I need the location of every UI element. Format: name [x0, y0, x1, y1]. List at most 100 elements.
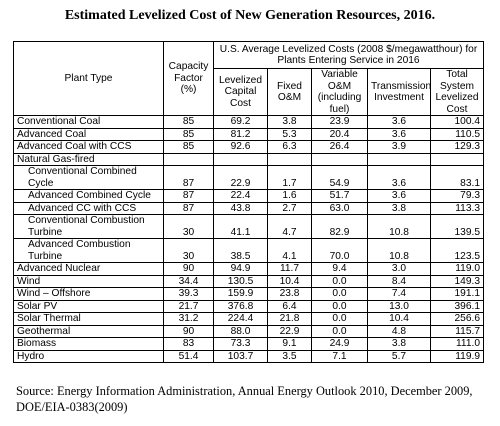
- capacity-factor: 30: [163, 214, 214, 239]
- table-row: Solar Thermal 31.2 224.4 21.8 0.0 10.4 2…: [13, 312, 484, 326]
- table-row: Advanced Combustion Turbine 30 38.5 4.1 …: [13, 238, 484, 263]
- table-row: Advanced Combined Cycle 87 22.4 1.6 51.7…: [13, 189, 484, 203]
- transmission: [367, 152, 431, 166]
- page-title: Estimated Levelized Cost of New Generati…: [64, 8, 436, 23]
- capacity-factor: 90: [163, 262, 214, 276]
- capital-cost: 88.0: [213, 324, 268, 338]
- fixed-om: 1.7: [267, 165, 312, 190]
- capital-cost: 43.8: [213, 201, 268, 215]
- capacity-factor: 85: [163, 127, 214, 141]
- variable-om: 0.0: [311, 299, 368, 313]
- table-row: Hydro 51.4 103.7 3.5 7.1 5.7 119.9: [13, 349, 484, 363]
- fixed-om: 2.7: [267, 201, 312, 215]
- header-variable-om: Variable O&M (including fuel): [311, 68, 368, 116]
- capacity-factor: 39.3: [163, 287, 214, 301]
- header-capacity-factor: Capacity Factor (%): [163, 41, 214, 116]
- capacity-factor: 51.4: [163, 349, 214, 363]
- capital-cost: [213, 152, 268, 166]
- transmission: 3.6: [367, 127, 431, 141]
- capital-cost: 41.1: [213, 214, 268, 239]
- header-fixed-om: Fixed O&M: [267, 68, 312, 116]
- total-cost: [430, 152, 484, 166]
- total-cost: 191.1: [430, 287, 484, 301]
- table-row: Advanced CC with CCS 87 43.8 2.7 63.0 3.…: [13, 201, 484, 215]
- table-row: Advanced Coal with CCS 85 92.6 6.3 26.4 …: [13, 140, 484, 154]
- variable-om: 54.9: [311, 165, 368, 190]
- capital-cost: 159.9: [213, 287, 268, 301]
- total-cost: 129.3: [430, 140, 484, 154]
- transmission: 3.8: [367, 201, 431, 215]
- variable-om: 0.0: [311, 274, 368, 288]
- table-row: Advanced Coal 85 81.2 5.3 20.4 3.6 110.5: [13, 127, 484, 141]
- plant-name: Advanced Coal with CCS: [13, 140, 164, 154]
- fixed-om: [267, 152, 312, 166]
- variable-om: 51.7: [311, 189, 368, 203]
- fixed-om: 5.3: [267, 127, 312, 141]
- transmission: 13.0: [367, 299, 431, 313]
- plant-name: Biomass: [13, 337, 164, 351]
- fixed-om: 6.3: [267, 140, 312, 154]
- total-cost: 396.1: [430, 299, 484, 313]
- fixed-om: 11.7: [267, 262, 312, 276]
- fixed-om: 3.8: [267, 115, 312, 129]
- table-row: Natural Gas-fired: [13, 152, 484, 166]
- transmission: 5.7: [367, 349, 431, 363]
- variable-om: 20.4: [311, 127, 368, 141]
- capacity-factor: 87: [163, 201, 214, 215]
- plant-name: Advanced CC with CCS: [13, 201, 164, 215]
- table-row: Solar PV 21.7 376.8 6.4 0.0 13.0 396.1: [13, 299, 484, 313]
- transmission: 3.6: [367, 115, 431, 129]
- plant-name: Conventional Coal: [13, 115, 164, 129]
- total-cost: 256.6: [430, 312, 484, 326]
- capital-cost: 130.5: [213, 274, 268, 288]
- fixed-om: 1.6: [267, 189, 312, 203]
- capacity-factor: 87: [163, 165, 214, 190]
- plant-name: Conventional Combustion Turbine: [13, 214, 164, 239]
- total-cost: 79.3: [430, 189, 484, 203]
- total-cost: 115.7: [430, 324, 484, 338]
- transmission: 3.9: [367, 140, 431, 154]
- transmission: 10.4: [367, 312, 431, 326]
- capacity-factor: 87: [163, 189, 214, 203]
- transmission: 3.0: [367, 262, 431, 276]
- table-row: Geothermal 90 88.0 22.9 0.0 4.8 115.7: [13, 324, 484, 338]
- capital-cost: 73.3: [213, 337, 268, 351]
- plant-name: Conventional Combined Cycle: [13, 165, 164, 190]
- plant-name: Advanced Coal: [13, 127, 164, 141]
- header-cost-group: U.S. Average Levelized Costs (2008 $/meg…: [213, 41, 484, 69]
- table-row: Biomass 83 73.3 9.1 24.9 3.8 111.0: [13, 337, 484, 351]
- header-levelized-capital-cost: Levelized Capital Cost: [213, 68, 268, 116]
- capacity-factor: 90: [163, 324, 214, 338]
- plant-name: Advanced Combined Cycle: [13, 189, 164, 203]
- table-row: Advanced Nuclear 90 94.9 11.7 9.4 3.0 11…: [13, 262, 484, 276]
- capacity-factor: 21.7: [163, 299, 214, 313]
- total-cost: 119.9: [430, 349, 484, 363]
- fixed-om: 10.4: [267, 274, 312, 288]
- capital-cost: 81.2: [213, 127, 268, 141]
- header-plant-type: Plant Type: [13, 41, 164, 116]
- variable-om: 70.0: [311, 238, 368, 263]
- capital-cost: 94.9: [213, 262, 268, 276]
- transmission: 10.8: [367, 214, 431, 239]
- total-cost: 111.0: [430, 337, 484, 351]
- fixed-om: 4.1: [267, 238, 312, 263]
- variable-om: 24.9: [311, 337, 368, 351]
- total-cost: 139.5: [430, 214, 484, 239]
- header-transmission-investment: Transmission Investment: [367, 68, 431, 116]
- fixed-om: 3.5: [267, 349, 312, 363]
- fixed-om: 22.9: [267, 324, 312, 338]
- plant-name: Wind – Offshore: [13, 287, 164, 301]
- table-row: Wind – Offshore 39.3 159.9 23.8 0.0 7.4 …: [13, 287, 484, 301]
- capital-cost: 103.7: [213, 349, 268, 363]
- plant-name: Advanced Nuclear: [13, 262, 164, 276]
- capital-cost: 224.4: [213, 312, 268, 326]
- total-cost: 83.1: [430, 165, 484, 190]
- table-row: Wind 34.4 130.5 10.4 0.0 8.4 149.3: [13, 274, 484, 288]
- variable-om: [311, 152, 368, 166]
- capital-cost: 69.2: [213, 115, 268, 129]
- capital-cost: 38.5: [213, 238, 268, 263]
- capacity-factor: 30: [163, 238, 214, 263]
- total-cost: 100.4: [430, 115, 484, 129]
- capacity-factor: 34.4: [163, 274, 214, 288]
- capital-cost: 92.6: [213, 140, 268, 154]
